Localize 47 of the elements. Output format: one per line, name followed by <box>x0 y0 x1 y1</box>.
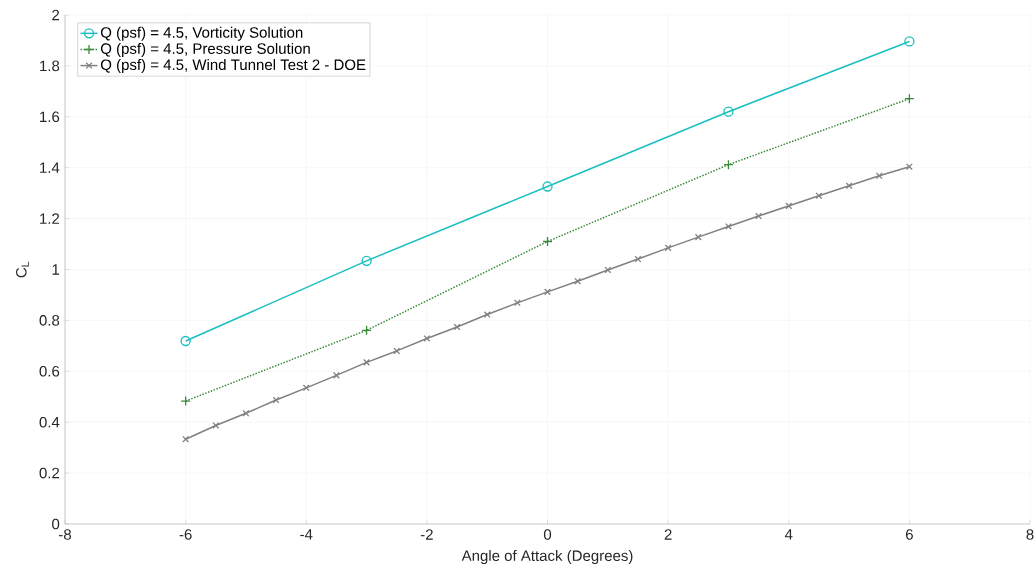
y-tick-label: 1.8 <box>40 60 60 72</box>
point <box>604 266 612 274</box>
y-tick-label: 1.4 <box>40 162 60 173</box>
point <box>513 299 521 307</box>
point <box>904 36 915 47</box>
point <box>845 182 853 190</box>
y-tick-label: 0.2 <box>39 467 60 479</box>
x-tick-label: -2 <box>420 529 433 540</box>
x-tick-label: 6 <box>905 529 913 540</box>
point <box>574 277 582 285</box>
y-tick-label: 1 <box>52 264 60 275</box>
point <box>180 335 191 347</box>
point <box>242 409 250 417</box>
point <box>393 347 401 355</box>
point <box>815 192 823 200</box>
point <box>483 311 491 319</box>
point <box>723 106 734 117</box>
x-tick-label: -4 <box>300 529 313 540</box>
y-tick-label: 0.6 <box>39 365 60 377</box>
point <box>182 435 190 443</box>
point <box>542 181 553 192</box>
x-tick-label: -6 <box>179 529 192 540</box>
legend-label: Q (psf) = 4.5, Pressure Solution <box>100 42 310 57</box>
x-tick-label: -8 <box>59 529 72 540</box>
y-tick-label: 0.4 <box>39 416 60 428</box>
point <box>180 395 191 407</box>
x-tick-label: 0 <box>543 529 552 540</box>
point <box>755 212 763 220</box>
x-tick-label: 2 <box>664 529 672 540</box>
x-axis-title: Angle of Attack (Degrees) <box>461 550 633 564</box>
x-tick-label: 4 <box>784 529 793 540</box>
point <box>544 288 551 296</box>
y-axis-title: C$_{L}$ <box>16 261 29 278</box>
legend-label: Q (psf) = 4.5, Vorticity Solution <box>100 26 303 41</box>
y-tick-label: 0.8 <box>39 315 60 326</box>
x-tick-label: 8 <box>1026 529 1034 540</box>
y-tick-label: 2 <box>52 9 60 21</box>
point <box>212 422 220 429</box>
legend-label: Q (psf) = 4.5, Wind Tunnel Test 2 - DOE <box>100 59 366 73</box>
y-tick-label: 0 <box>52 518 60 530</box>
point <box>361 255 372 266</box>
point <box>302 384 310 392</box>
point <box>785 202 793 210</box>
y-tick-label: 1.2 <box>40 213 60 224</box>
point <box>423 334 431 342</box>
point <box>694 233 702 241</box>
y-tick-label: 1.6 <box>40 111 60 123</box>
